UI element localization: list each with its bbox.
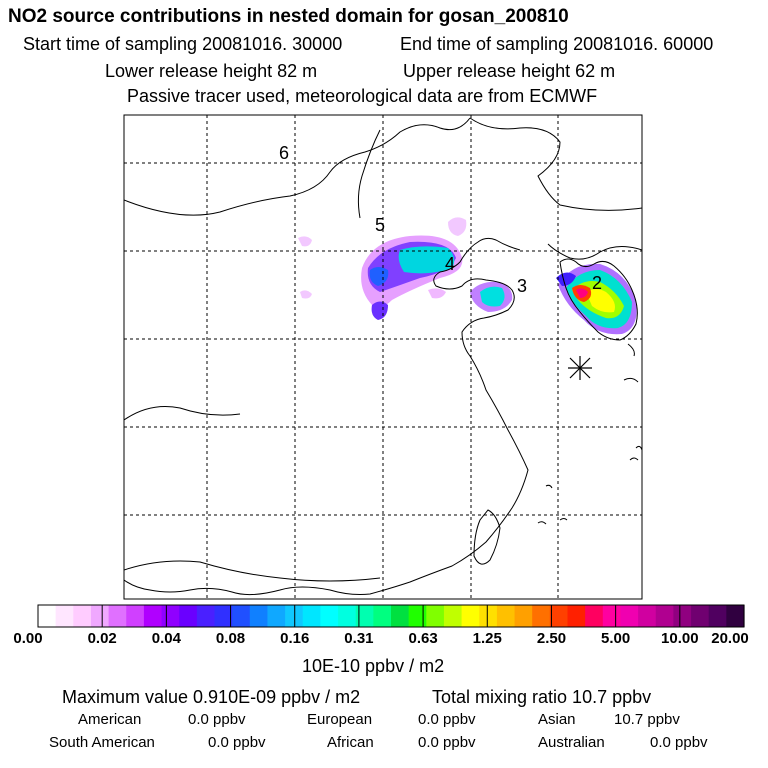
colorbar-cell: [673, 605, 692, 627]
colorbar-tick-label: 2.50: [536, 630, 567, 647]
lat-lon-grid: [124, 115, 642, 599]
map-frame: [123, 114, 643, 600]
tracer-note: Passive tracer used, meteorological data…: [127, 86, 598, 106]
colorbar-cell: [532, 605, 551, 627]
colorbar-cell: [567, 605, 586, 627]
region-label-5: 5: [375, 215, 385, 235]
region-value-south-american: 0.0 ppbv: [208, 734, 266, 751]
colorbar-tick-label: 0.00: [13, 630, 43, 647]
colorbar-cell: [391, 605, 410, 627]
region-value-european: 0.0 ppbv: [418, 711, 476, 728]
total-mixing-ratio: Total mixing ratio 10.7 ppbv: [432, 687, 652, 707]
colorbar-cell: [355, 605, 374, 627]
colorbar-cell: [55, 605, 74, 627]
colorbar-cell: [179, 605, 198, 627]
colorbar-units: 10E-10 ppbv / m2: [302, 656, 445, 676]
colorbar-cell: [373, 605, 392, 627]
colorbar-cell: [585, 605, 604, 627]
colorbar-frame: [37, 604, 745, 628]
colorbar-cell: [302, 605, 321, 627]
colorbar-cell: [514, 605, 533, 627]
upper-release-height-label: Upper release height 62 m: [403, 61, 616, 81]
colorbar-cell: [214, 605, 233, 627]
colorbar-cell: [479, 605, 498, 627]
colorbar-cell: [443, 605, 463, 627]
colorbar-cell: [549, 605, 569, 627]
colorbar-cell: [249, 605, 269, 627]
colorbar-cell: [285, 605, 304, 627]
concentration-plume-central: [298, 217, 467, 320]
japan-islands: [537, 343, 642, 525]
region-label-6: 6: [279, 143, 289, 163]
colorbar-tick-label: 0.02: [87, 630, 117, 647]
colorbar-cell: [232, 605, 251, 627]
lower-release-height-label: Lower release height 82 m: [105, 61, 318, 81]
colorbar-cell: [426, 605, 445, 627]
colorbar-tick-label: 0.16: [280, 630, 310, 647]
region-name-european: European: [307, 711, 373, 728]
colorbar-cell: [638, 605, 657, 627]
colorbar-cell: [320, 605, 339, 627]
region-name-american: American: [78, 711, 142, 728]
colorbar-tick-label: 10.00: [661, 630, 699, 647]
colorbar-tick-label: 0.63: [408, 630, 438, 647]
colorbar-cell: [496, 605, 516, 627]
region-name-african: African: [327, 734, 374, 751]
region-label-2: 2: [592, 273, 602, 293]
colorbar-tick-label: 0.04: [151, 630, 181, 647]
plot-title: NO2 source contributions in nested domai…: [8, 6, 569, 27]
measurement-station-marker: [568, 356, 592, 380]
colorbar-cell: [408, 605, 427, 627]
colorbar-cell: [196, 605, 216, 627]
start-time-label: Start time of sampling 20081016. 30000: [23, 34, 343, 54]
maximum-value: Maximum value 0.910E-09 ppbv / m2: [62, 687, 361, 707]
colorbar-cell: [602, 605, 622, 627]
coastlines: [124, 117, 642, 596]
colorbar-cell: [338, 605, 357, 627]
concentration-plume-shandong: [470, 281, 513, 312]
region-label-4: 4: [445, 254, 455, 274]
colorbar-tick-label: 5.00: [601, 630, 631, 647]
colorbar-cell: [267, 605, 286, 627]
colorbar-cell: [708, 605, 727, 627]
region-value-australian: 0.0 ppbv: [650, 734, 708, 751]
colorbar-cell: [126, 605, 145, 627]
region-value-african: 0.0 ppbv: [418, 734, 476, 751]
colorbar-cell: [73, 605, 92, 627]
region-name-australian: Australian: [538, 734, 605, 751]
region-value-american: 0.0 ppbv: [188, 711, 246, 728]
colorbar-cell: [461, 605, 480, 627]
colorbar-tick-label: 1.25: [472, 630, 502, 647]
colorbar-cell: [655, 605, 674, 627]
colorbar-cell: [108, 605, 127, 627]
region-name-south-american: South American: [49, 734, 155, 751]
colorbar-cell: [691, 605, 710, 627]
colorbar: [38, 605, 745, 627]
colorbar-cell: [90, 605, 110, 627]
colorbar-cell: [143, 605, 163, 627]
colorbar-tick-label: 0.31: [344, 630, 374, 647]
colorbar-cell: [161, 605, 180, 627]
concentration-plume-korea: [556, 263, 637, 335]
colorbar-tick-label: 20.00: [711, 630, 749, 647]
colorbar-cell: [726, 605, 745, 627]
colorbar-cell: [38, 605, 57, 627]
colorbar-cell: [620, 605, 639, 627]
colorbar-tick-label: 0.08: [215, 630, 246, 647]
end-time-label: End time of sampling 20081016. 60000: [400, 34, 714, 54]
region-value-asian: 10.7 ppbv: [614, 711, 680, 728]
region-label-3: 3: [517, 276, 527, 296]
region-name-asian: Asian: [538, 711, 576, 728]
